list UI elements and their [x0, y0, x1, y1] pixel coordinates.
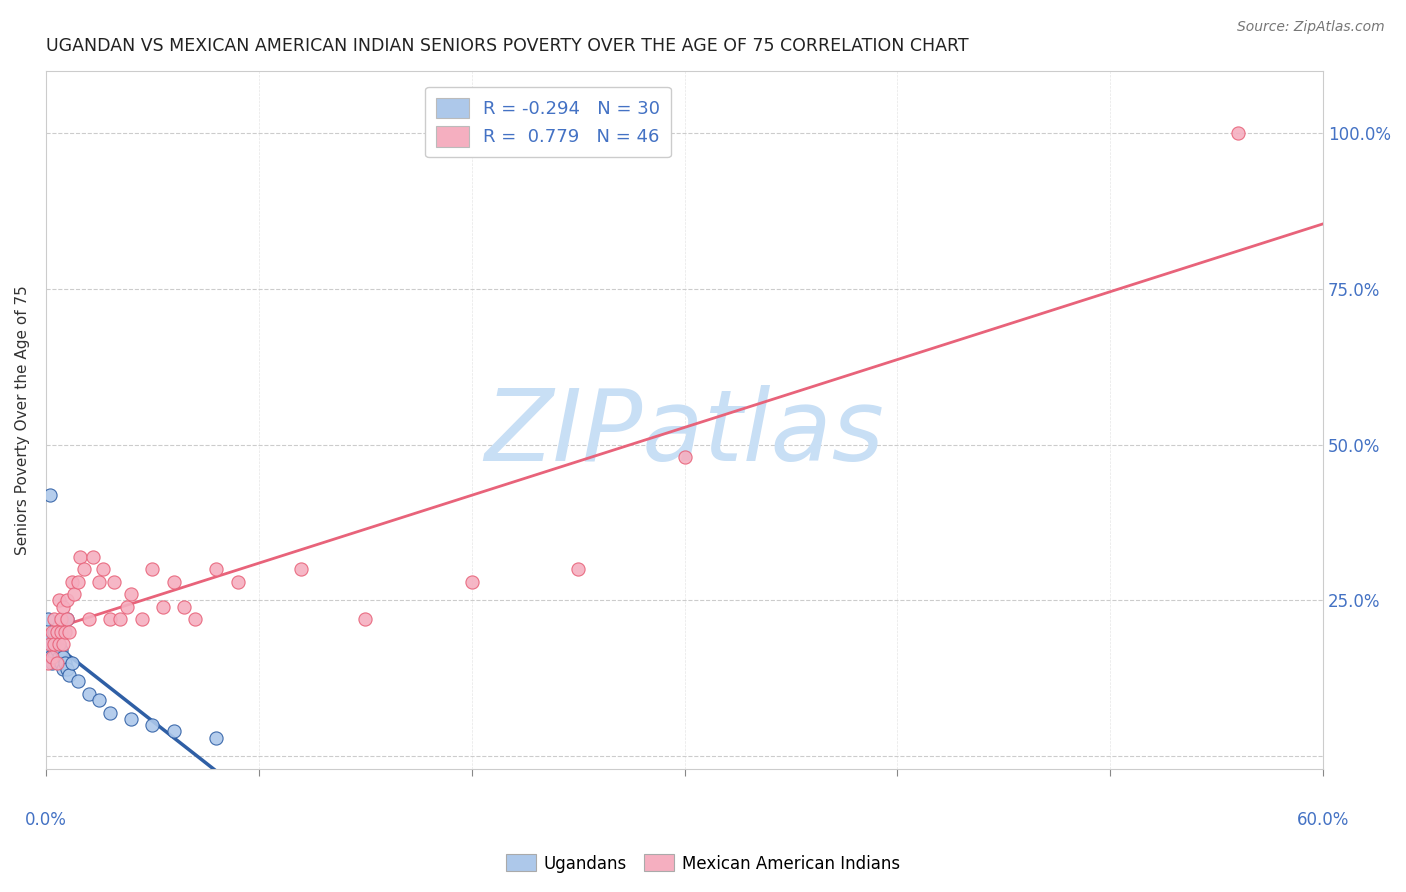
Point [115, 599, 138, 614]
Point [205, 731, 228, 745]
Point [66, 574, 89, 589]
Point [73, 562, 96, 576]
Point [354, 612, 377, 626]
Text: ZIPatlas: ZIPatlas [485, 385, 884, 483]
Point [120, 587, 142, 601]
Point [48, 593, 70, 607]
Point [41, 624, 63, 639]
Text: 0.0%: 0.0% [25, 811, 67, 829]
Point [48, 637, 70, 651]
Point [1227, 126, 1250, 140]
Point [49, 643, 72, 657]
Point [39, 487, 62, 501]
Point [77, 687, 100, 701]
Point [58, 624, 80, 639]
Point [56, 593, 79, 607]
Legend: Ugandans, Mexican American Indians: Ugandans, Mexican American Indians [499, 847, 907, 880]
Point [39, 637, 62, 651]
Point [53, 624, 76, 639]
Point [56, 662, 79, 676]
Point [45, 643, 67, 657]
Point [45, 631, 67, 645]
Point [44, 624, 66, 639]
Point [45, 624, 67, 639]
Point [93, 562, 115, 576]
Point [98, 706, 121, 720]
Y-axis label: Seniors Poverty Over the Age of 75: Seniors Poverty Over the Age of 75 [15, 285, 30, 555]
Point [163, 724, 186, 739]
Point [41, 656, 63, 670]
Point [89, 693, 111, 707]
Point [98, 612, 121, 626]
Point [56, 612, 79, 626]
Point [44, 637, 66, 651]
Legend: R = -0.294   N = 30, R =  0.779   N = 46: R = -0.294 N = 30, R = 0.779 N = 46 [426, 87, 671, 157]
Point [52, 649, 75, 664]
Point [41, 649, 63, 664]
Text: Source: ZipAtlas.com: Source: ZipAtlas.com [1237, 20, 1385, 34]
Point [39, 649, 62, 664]
Text: 60.0%: 60.0% [1296, 811, 1350, 829]
Point [60, 574, 83, 589]
Point [49, 656, 72, 670]
Point [205, 562, 228, 576]
Point [62, 587, 84, 601]
Point [52, 662, 75, 676]
Point [52, 599, 75, 614]
Point [89, 574, 111, 589]
Point [131, 612, 153, 626]
Point [141, 718, 163, 732]
Point [58, 668, 80, 682]
Point [48, 649, 70, 664]
Point [56, 612, 79, 626]
Point [52, 637, 75, 651]
Point [37, 643, 59, 657]
Point [152, 599, 174, 614]
Point [290, 562, 312, 576]
Point [120, 712, 142, 726]
Point [184, 612, 207, 626]
Point [82, 549, 104, 564]
Text: UGANDAN VS MEXICAN AMERICAN INDIAN SENIORS POVERTY OVER THE AGE OF 75 CORRELATIO: UGANDAN VS MEXICAN AMERICAN INDIAN SENIO… [46, 37, 969, 55]
Point [226, 574, 249, 589]
Point [173, 599, 195, 614]
Point [460, 574, 482, 589]
Point [60, 656, 83, 670]
Point [39, 631, 62, 645]
Point [45, 656, 67, 670]
Point [49, 612, 72, 626]
Point [141, 562, 163, 576]
Point [44, 649, 66, 664]
Point [49, 624, 72, 639]
Point [37, 612, 59, 626]
Point [66, 674, 89, 689]
Point [77, 612, 100, 626]
Point [53, 656, 76, 670]
Point [44, 612, 66, 626]
Point [48, 637, 70, 651]
Point [110, 612, 132, 626]
Point [567, 562, 589, 576]
Point [673, 450, 696, 464]
Point [37, 656, 59, 670]
Point [69, 549, 91, 564]
Point [163, 574, 186, 589]
Point [41, 637, 63, 651]
Point [103, 574, 125, 589]
